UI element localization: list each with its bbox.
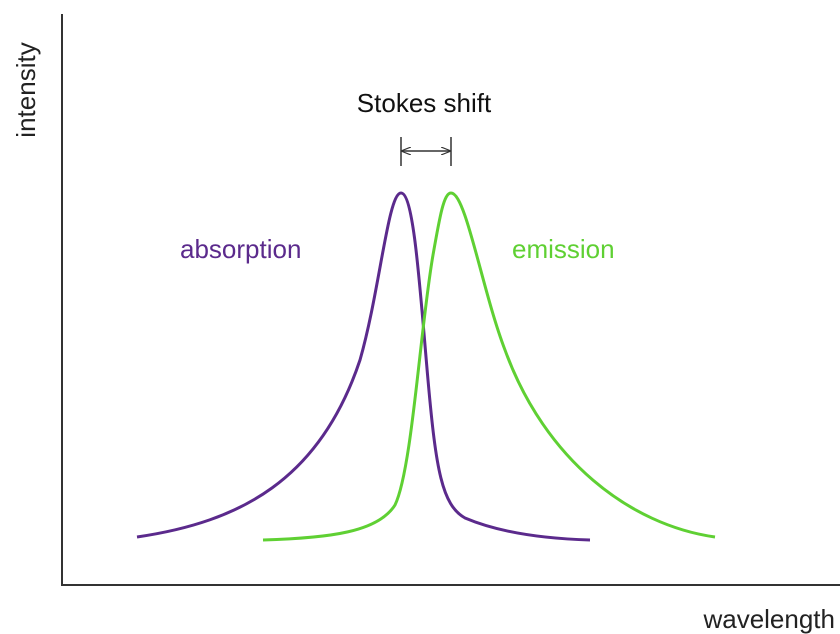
y-axis-label: intensity [11, 42, 41, 137]
curve-label: emission [512, 234, 615, 264]
x-axis-label: wavelength [702, 604, 835, 634]
annotation: Stokes shift [357, 88, 492, 118]
curve-label: absorption [180, 234, 301, 264]
emission-curve [262, 191, 716, 542]
absorption-curve [136, 191, 591, 542]
